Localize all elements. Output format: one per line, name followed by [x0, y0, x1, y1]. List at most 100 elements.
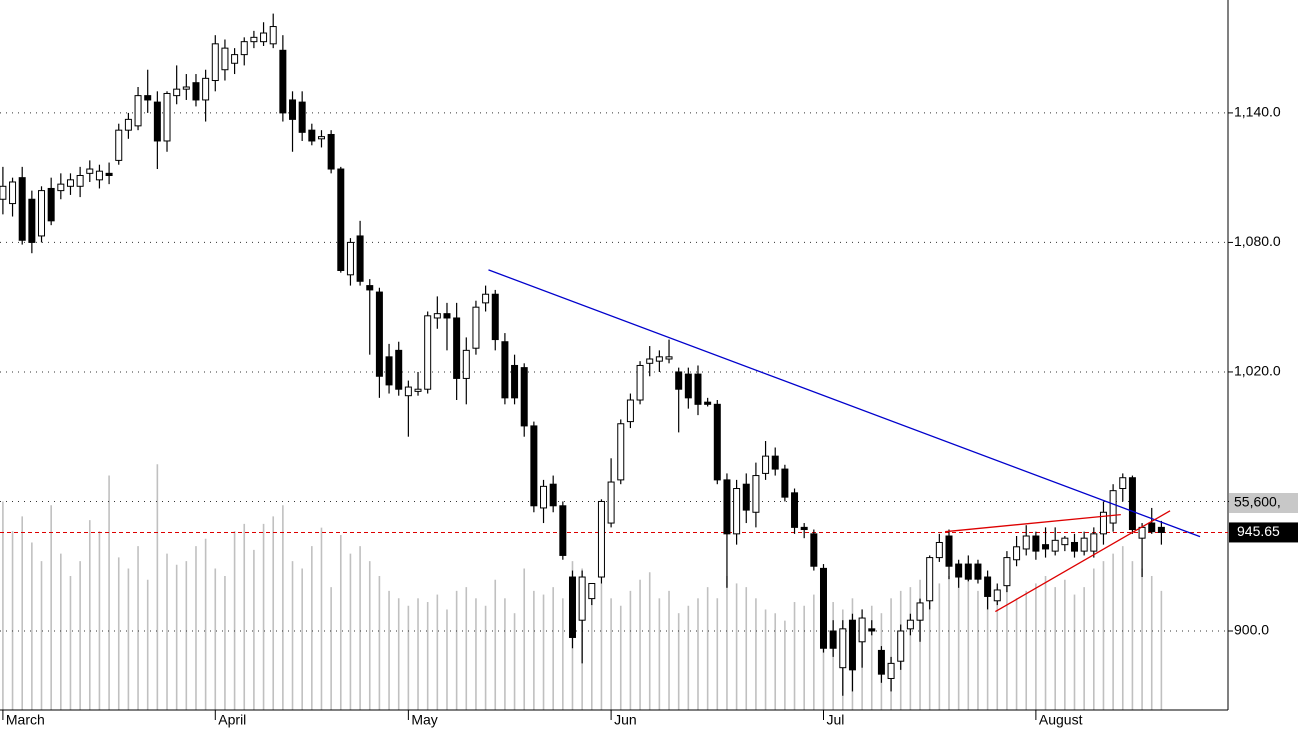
candle-body	[231, 54, 239, 64]
candle-body	[453, 317, 461, 379]
candle-body	[848, 619, 856, 671]
candle-body	[95, 170, 103, 181]
candle-body	[655, 356, 663, 362]
y-tick-label: 1,020.0	[1234, 363, 1281, 379]
candle-body	[559, 505, 567, 556]
candle-body	[540, 485, 548, 509]
candle-body	[588, 582, 596, 600]
candle-body	[810, 533, 818, 567]
candle-body	[414, 388, 422, 392]
candle-body	[1042, 544, 1050, 550]
candle-body	[76, 175, 84, 187]
candle-body	[1148, 522, 1156, 533]
candle-body	[868, 628, 876, 632]
x-tick-label: May	[411, 712, 437, 728]
candle-body	[935, 541, 943, 559]
candle-body	[800, 526, 808, 531]
candle-body	[443, 313, 451, 319]
candle-body	[115, 129, 123, 161]
volume-label-box	[1229, 492, 1298, 513]
y-tick-label: 900.0	[1234, 622, 1269, 638]
candle-body	[279, 49, 287, 114]
candle-body	[501, 341, 509, 399]
candle-body	[1128, 477, 1136, 531]
candle-body	[636, 364, 644, 401]
candle-body	[298, 101, 306, 133]
candle-body	[906, 619, 914, 630]
candle-body	[395, 349, 403, 390]
candle-body	[289, 99, 297, 120]
candle-body	[955, 563, 963, 578]
candle-body	[626, 399, 634, 423]
candle-body	[617, 423, 625, 481]
candle-body	[877, 649, 885, 675]
candle-body	[568, 576, 576, 638]
x-tick-label: Jul	[826, 712, 844, 728]
candle-body	[1138, 526, 1146, 539]
candle-body	[1003, 557, 1011, 587]
candle-body	[665, 356, 673, 360]
candle-body	[530, 425, 538, 507]
volume-label: 55,600,	[1234, 494, 1281, 510]
candle-body	[752, 475, 760, 513]
candle-body	[57, 183, 65, 192]
candle-body	[964, 563, 972, 580]
candle-body	[549, 483, 557, 507]
candle-body	[742, 483, 750, 511]
candle-body	[926, 557, 934, 602]
candle-body	[240, 41, 248, 56]
candle-body	[9, 181, 17, 205]
candle-body	[675, 371, 683, 390]
candle-body	[346, 241, 354, 276]
candle-body	[144, 95, 152, 101]
x-tick-label: Jun	[614, 712, 637, 728]
candle-body	[308, 129, 316, 142]
candle-body	[260, 32, 268, 43]
candle-body	[86, 168, 94, 174]
x-tick-label: April	[218, 712, 246, 728]
candle-body	[646, 358, 654, 364]
candle-body	[202, 77, 210, 101]
candle-body	[105, 172, 113, 177]
candle-body	[337, 168, 345, 271]
candle-body	[597, 500, 605, 578]
candle-body	[317, 136, 325, 140]
candle-body	[1099, 511, 1107, 535]
candle-body	[18, 177, 26, 241]
candle-body	[221, 47, 229, 71]
candle-body	[1109, 490, 1117, 524]
x-tick-label: August	[1039, 712, 1083, 728]
trendline	[945, 513, 1121, 533]
candle-body	[829, 630, 837, 649]
candle-body	[356, 235, 364, 282]
candle-body	[433, 313, 441, 319]
candle-body	[1119, 477, 1127, 490]
candle-body	[134, 95, 142, 127]
candle-body	[482, 293, 490, 304]
candle-body	[819, 567, 827, 649]
candle-body	[47, 187, 55, 222]
candle-body	[0, 185, 7, 200]
candle-body	[182, 86, 190, 90]
candle-body	[511, 364, 519, 399]
candle-body	[124, 118, 132, 131]
candle-body	[424, 315, 432, 390]
candle-body	[211, 43, 219, 82]
candle-body	[791, 492, 799, 528]
candle-body	[173, 88, 181, 97]
candle-body	[38, 190, 46, 237]
candle-body	[578, 576, 586, 621]
candle-body	[28, 198, 36, 243]
candle-body	[713, 403, 721, 481]
trendline	[995, 510, 1171, 613]
candle-body	[993, 589, 1001, 602]
candle-body	[984, 576, 992, 597]
candle-body	[1051, 539, 1059, 552]
candle-body	[192, 82, 200, 101]
candle-body	[897, 630, 905, 662]
candle-body	[366, 285, 374, 291]
candle-body	[1071, 541, 1078, 552]
candle-body	[250, 36, 258, 43]
candle-body	[269, 26, 277, 45]
